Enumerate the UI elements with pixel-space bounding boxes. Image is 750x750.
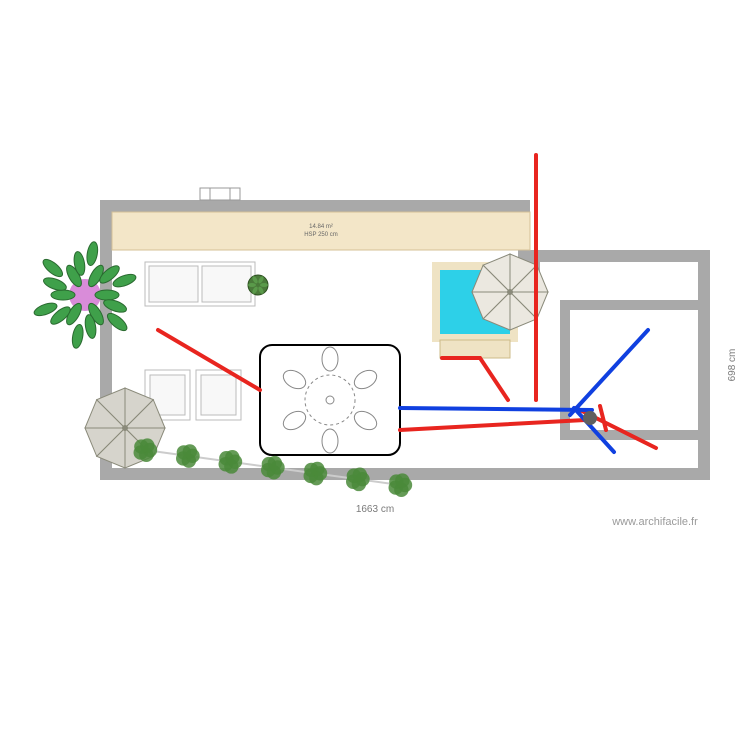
dim-width: 1663 cm (356, 504, 394, 515)
dining-set (260, 345, 400, 455)
top-room (112, 212, 530, 250)
lounger (440, 340, 510, 358)
sofa (145, 262, 255, 306)
chimney (200, 188, 240, 200)
dim-height: 698 cm (727, 349, 738, 382)
junction-box (583, 411, 597, 425)
room-area-label: 14.84 m² (309, 224, 333, 230)
armchair-2 (196, 370, 241, 420)
room-hsp-label: HSP 250 cm (304, 232, 338, 238)
watermark: www.archifacile.fr (611, 516, 698, 528)
